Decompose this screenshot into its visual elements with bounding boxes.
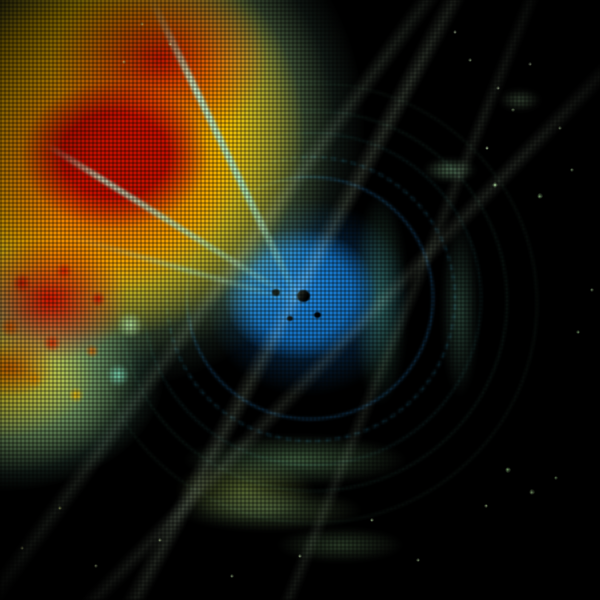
range-ring-2 [166, 156, 456, 442]
southern-clutter-band [130, 400, 460, 575]
cone-of-silence-void-4 [287, 316, 293, 321]
southwest-clutter-cell [150, 430, 340, 550]
southwest-warm-lobe [0, 275, 220, 525]
beam-blockage-spoke-c [68, 233, 301, 305]
range-ring-5 [88, 82, 538, 524]
range-ring-1 [186, 176, 434, 420]
range-ring-4 [118, 110, 508, 492]
cone-of-silence-void-3 [314, 312, 321, 318]
range-ring-3 [142, 132, 482, 466]
fragmented-warm-cells [0, 255, 230, 430]
eastern-arc-band [340, 150, 520, 450]
northeast-outer-arc [330, 60, 560, 260]
northwest-warm-echo-mass [0, 0, 380, 400]
